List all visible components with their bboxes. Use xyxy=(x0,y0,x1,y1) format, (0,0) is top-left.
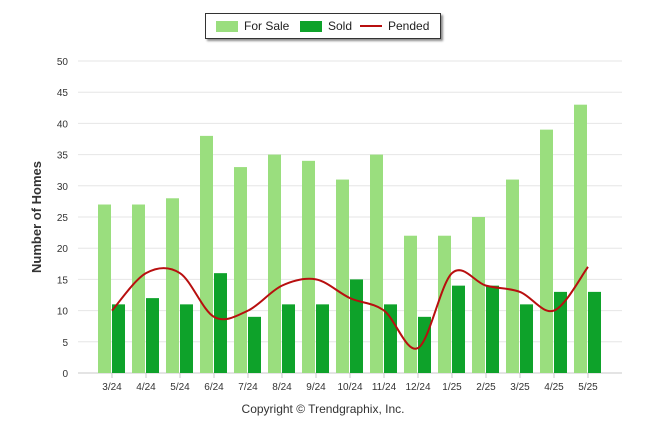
y-tick-label: 10 xyxy=(57,307,69,318)
bar-for-sale xyxy=(438,235,451,373)
x-tick-label: 6/24 xyxy=(204,382,224,393)
x-tick-label: 1/25 xyxy=(442,382,462,393)
line-pended xyxy=(111,266,589,350)
bar-for-sale xyxy=(336,179,349,373)
x-tick-label: 5/24 xyxy=(170,382,190,393)
bar-sold xyxy=(452,285,465,373)
x-tick-label: 10/24 xyxy=(337,382,362,393)
y-tick-label: 15 xyxy=(57,275,69,286)
bar-for-sale xyxy=(302,160,315,373)
y-tick-label: 35 xyxy=(57,151,69,162)
x-tick-label: 5/25 xyxy=(578,382,598,393)
y-tick-label: 20 xyxy=(57,244,69,255)
bar-for-sale xyxy=(574,104,587,374)
bar-for-sale xyxy=(268,154,281,373)
y-tick-label: 5 xyxy=(62,338,68,349)
bar-for-sale xyxy=(404,235,417,373)
x-tick-label: 12/24 xyxy=(405,382,430,393)
y-tick-label: 30 xyxy=(57,182,69,193)
bar-for-sale xyxy=(472,217,485,373)
legend-swatch-sold xyxy=(300,20,322,32)
bar-sold xyxy=(418,316,431,373)
bar-for-sale xyxy=(506,179,519,373)
bar-for-sale xyxy=(370,154,383,373)
legend-item-sold[interactable]: Sold xyxy=(300,14,352,38)
x-tick-label: 8/24 xyxy=(272,382,292,393)
copyright: Copyright © Trendgraphix, Inc. xyxy=(241,402,405,416)
bar-sold xyxy=(316,304,329,373)
bar-sold xyxy=(214,273,227,373)
bar-sold xyxy=(350,279,363,373)
bar-sold xyxy=(248,316,261,373)
y-axis-title: Number of Homes xyxy=(29,161,44,273)
bar-for-sale xyxy=(234,167,247,373)
legend-label-sold: Sold xyxy=(328,19,353,33)
legend: For Sale Sold Pended xyxy=(205,13,441,39)
y-tick-label: 0 xyxy=(62,369,68,380)
bar-sold xyxy=(146,298,159,373)
legend-swatch-for-sale xyxy=(216,20,238,32)
y-tick-label: 40 xyxy=(57,119,69,130)
legend-label-for-sale: For Sale xyxy=(244,19,290,33)
legend-label-pended: Pended xyxy=(388,19,430,33)
x-tick-label: 2/25 xyxy=(476,382,496,393)
bar-for-sale xyxy=(166,198,179,373)
bar-for-sale xyxy=(132,204,145,373)
x-tick-label: 9/24 xyxy=(306,382,326,393)
bar-sold xyxy=(486,285,499,373)
bar-sold xyxy=(588,291,601,373)
y-tick-label: 25 xyxy=(57,213,69,224)
bar-sold xyxy=(554,291,567,373)
bar-for-sale xyxy=(540,129,553,373)
bar-sold xyxy=(520,304,533,373)
bar-for-sale xyxy=(200,135,213,373)
legend-item-pended[interactable]: Pended xyxy=(360,14,429,38)
bar-sold xyxy=(112,304,125,373)
x-tick-label: 3/24 xyxy=(102,382,122,393)
x-tick-label: 4/24 xyxy=(136,382,156,393)
bar-for-sale xyxy=(98,204,111,373)
legend-swatch-pended xyxy=(360,25,382,27)
legend-item-for-sale[interactable]: For Sale xyxy=(216,14,289,38)
bar-sold xyxy=(384,304,397,373)
x-tick-label: 7/24 xyxy=(238,382,258,393)
bar-sold xyxy=(180,304,193,373)
x-tick-label: 4/25 xyxy=(544,382,564,393)
bar-sold xyxy=(282,304,295,373)
y-tick-label: 50 xyxy=(57,57,69,68)
x-tick-label: 11/24 xyxy=(372,382,397,393)
y-tick-label: 45 xyxy=(57,88,69,99)
x-tick-label: 3/25 xyxy=(510,382,530,393)
